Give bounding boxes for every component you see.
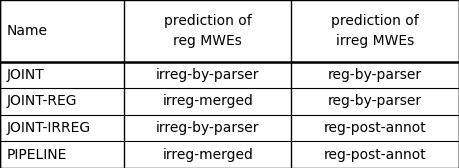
Text: prediction of
reg MWEs: prediction of reg MWEs (164, 14, 252, 48)
Text: JOINT-REG: JOINT-REG (7, 94, 78, 108)
Text: irreg-by-parser: irreg-by-parser (156, 68, 259, 82)
Text: reg-by-parser: reg-by-parser (328, 94, 422, 108)
Text: irreg-by-parser: irreg-by-parser (156, 121, 259, 135)
Text: PIPELINE: PIPELINE (7, 148, 67, 162)
Text: reg-post-annot: reg-post-annot (324, 148, 426, 162)
Text: reg-post-annot: reg-post-annot (324, 121, 426, 135)
Text: JOINT: JOINT (7, 68, 45, 82)
Text: Name: Name (7, 24, 48, 38)
Text: irreg-merged: irreg-merged (162, 94, 253, 108)
Text: irreg-merged: irreg-merged (162, 148, 253, 162)
Text: reg-by-parser: reg-by-parser (328, 68, 422, 82)
Text: prediction of
irreg MWEs: prediction of irreg MWEs (331, 14, 419, 48)
Text: JOINT-IRREG: JOINT-IRREG (7, 121, 91, 135)
